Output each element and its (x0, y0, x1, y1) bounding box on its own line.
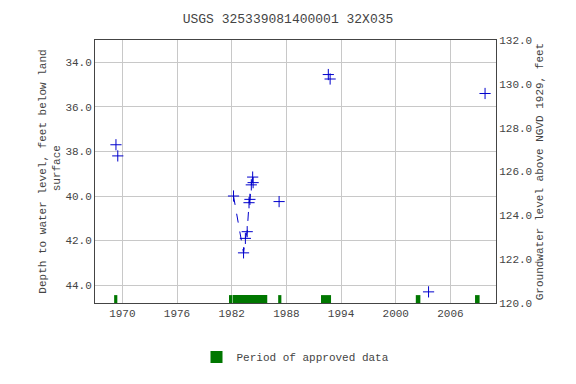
svg-text:120.0: 120.0 (499, 298, 532, 310)
svg-text:1976: 1976 (164, 308, 190, 320)
svg-text:40.0: 40.0 (65, 191, 91, 203)
svg-text:122.0: 122.0 (499, 254, 532, 266)
svg-text:126.0: 126.0 (499, 166, 532, 178)
svg-text:USGS 325339081400001 32X035: USGS 325339081400001 32X035 (183, 12, 394, 27)
svg-text:2000: 2000 (383, 308, 409, 320)
svg-text:124.0: 124.0 (499, 210, 532, 222)
svg-text:Period of approved data: Period of approved data (237, 352, 389, 364)
svg-text:Depth to water level, feet bel: Depth to water level, feet below land su… (37, 49, 63, 293)
svg-text:130.0: 130.0 (499, 79, 532, 91)
svg-text:1988: 1988 (273, 308, 299, 320)
svg-text:1994: 1994 (328, 308, 355, 320)
svg-text:2006: 2006 (437, 308, 463, 320)
svg-text:Groundwater level above NGVD 1: Groundwater level above NGVD 1929, feet (534, 43, 546, 300)
svg-text:42.0: 42.0 (65, 235, 91, 247)
svg-text:38.0: 38.0 (65, 146, 91, 158)
svg-text:128.0: 128.0 (499, 123, 532, 135)
svg-text:1970: 1970 (109, 308, 135, 320)
svg-text:44.0: 44.0 (65, 280, 91, 292)
svg-text:34.0: 34.0 (65, 57, 91, 69)
svg-text:132.0: 132.0 (499, 35, 532, 47)
svg-text:36.0: 36.0 (65, 102, 91, 114)
svg-text:1982: 1982 (218, 308, 244, 320)
